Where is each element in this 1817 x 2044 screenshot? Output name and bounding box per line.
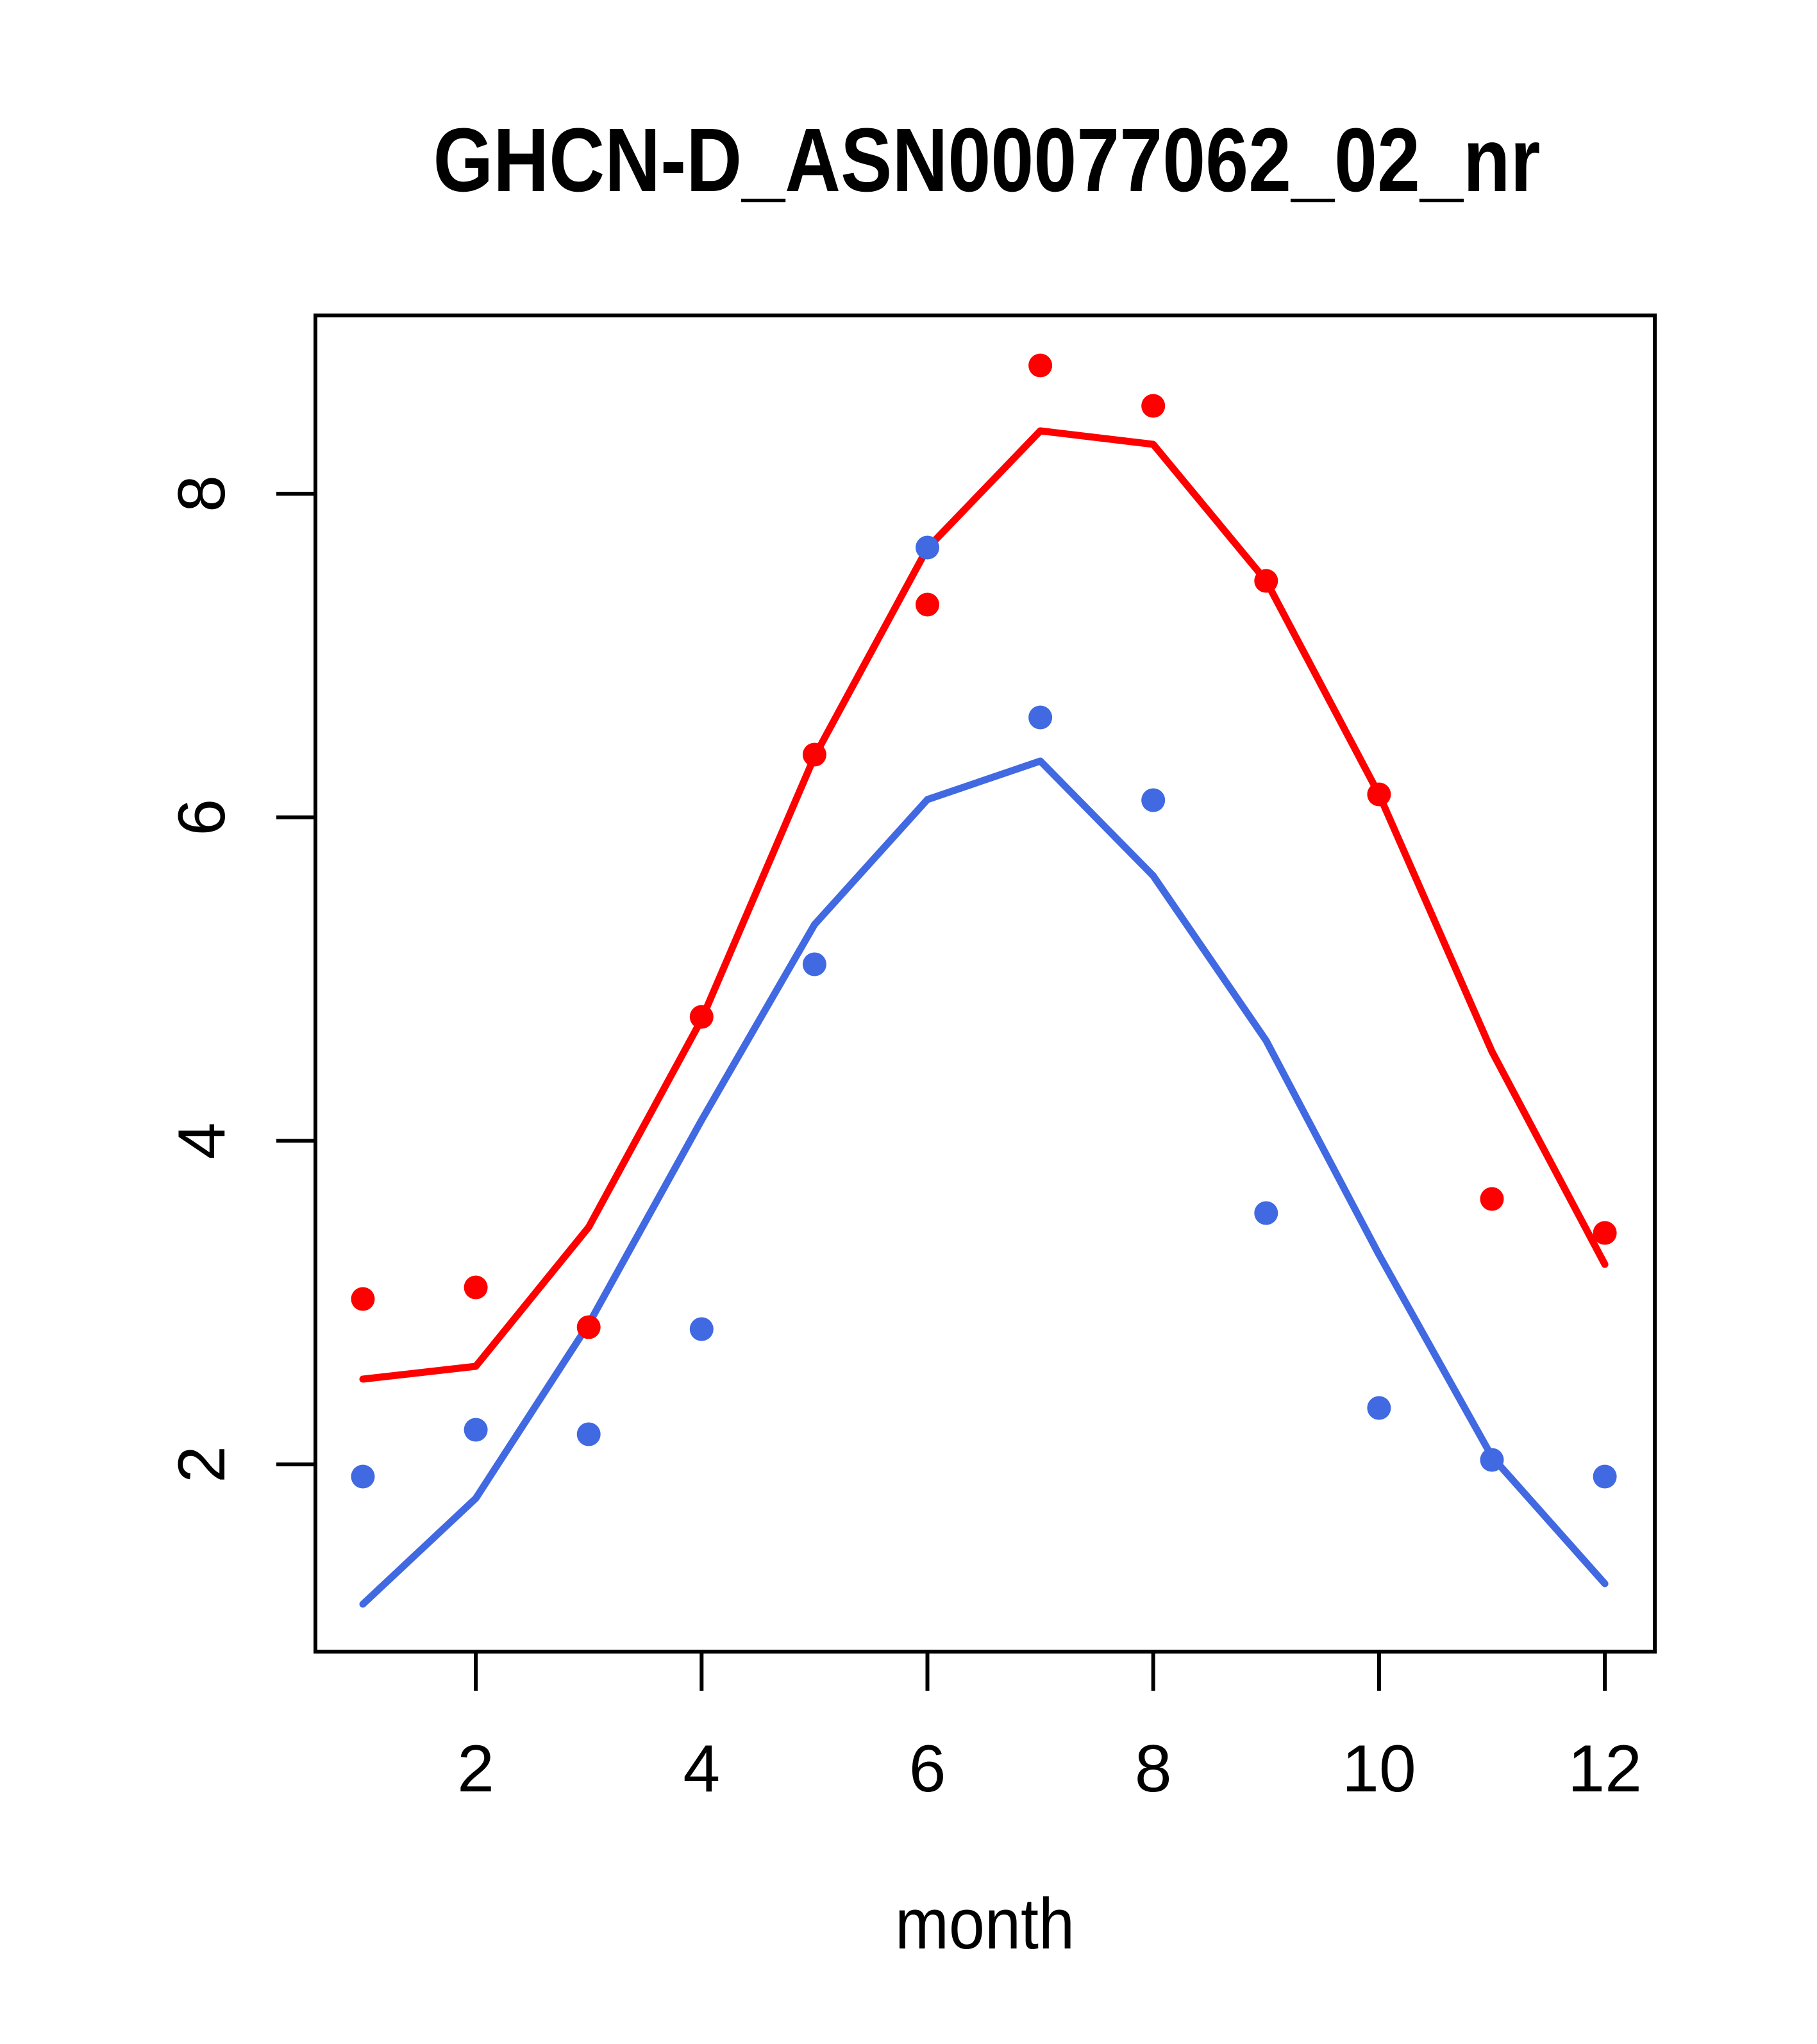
svg-text:2: 2	[457, 1732, 494, 1806]
svg-text:2: 2	[165, 1446, 239, 1483]
svg-text:10: 10	[1342, 1732, 1416, 1806]
svg-text:month: month	[895, 1884, 1075, 1964]
svg-text:6: 6	[909, 1732, 946, 1806]
svg-text:12: 12	[1568, 1732, 1642, 1806]
svg-text:4: 4	[165, 1122, 239, 1159]
svg-text:6: 6	[165, 799, 239, 836]
svg-text:8: 8	[1135, 1732, 1172, 1806]
svg-text:GHCN-D_ASN00077062_02_nr: GHCN-D_ASN00077062_02_nr	[433, 109, 1541, 210]
svg-text:8: 8	[165, 475, 239, 512]
svg-text:4: 4	[683, 1732, 720, 1806]
